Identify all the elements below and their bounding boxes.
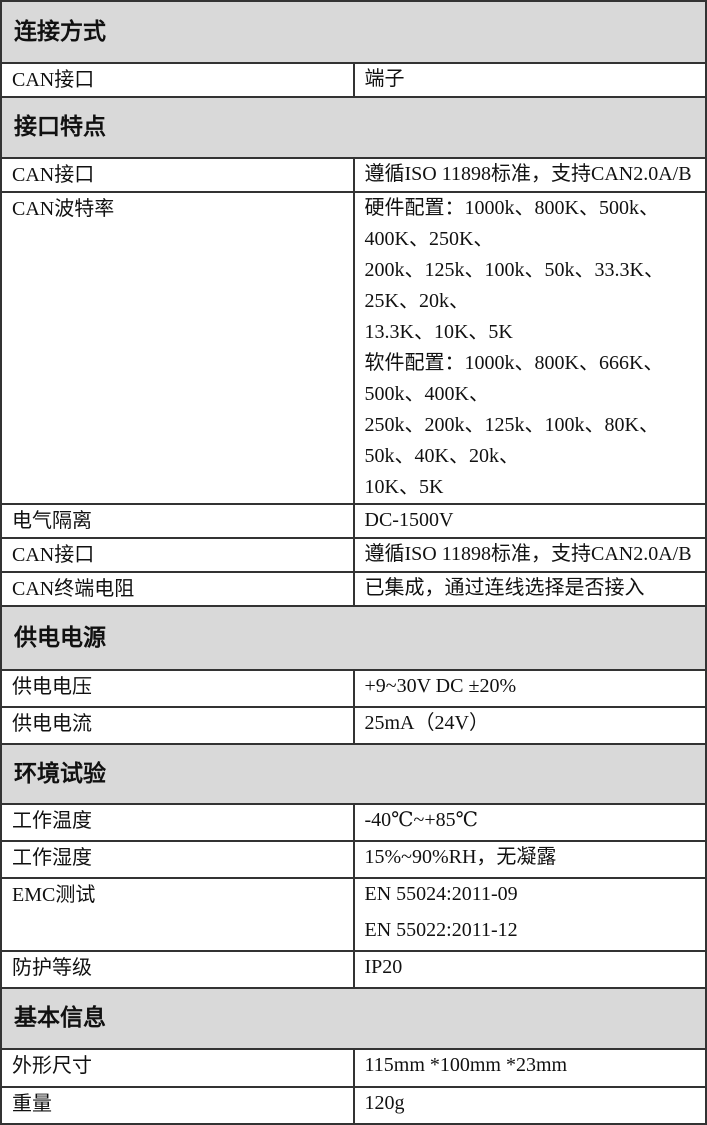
row-label: CAN接口: [0, 537, 355, 573]
table-row: CAN接口 遵循ISO 11898标准，支持CAN2.0A/B: [0, 157, 707, 193]
table-row: 电气隔离 DC-1500V: [0, 503, 707, 539]
row-label: CAN接口: [0, 157, 355, 193]
row-label: EMC测试: [0, 877, 355, 952]
value-line: 已集成，通过连线选择是否接入: [364, 577, 645, 599]
value-line: 250k、200k、125k、100k、80K、50k、40K、20k、: [364, 414, 659, 467]
section-title: 供电电源: [0, 605, 707, 671]
row-value: 硬件配置：1000k、800K、500k、400K、250K、 200k、125k…: [352, 191, 707, 505]
section-header: 接口特点: [0, 96, 707, 159]
row-label: 重量: [0, 1086, 355, 1125]
value-line: EN 55024:2011-09: [364, 883, 518, 905]
row-value: EN 55024:2011-09 EN 55022:2011-12: [352, 877, 707, 952]
row-value: 15%~90%RH，无凝露: [352, 840, 707, 879]
row-value: DC-1500V: [352, 503, 707, 539]
row-value: 遵循ISO 11898标准，支持CAN2.0A/B: [352, 537, 707, 573]
section-header: 基本信息: [0, 987, 707, 1050]
row-label: 供电电压: [0, 669, 355, 708]
value-line: 200k、125k、100k、50k、33.3K、25K、20k、: [364, 259, 664, 312]
row-value: 已集成，通过连线选择是否接入: [352, 571, 707, 607]
row-value: 115mm *100mm *23mm: [352, 1048, 707, 1088]
value-line: 10K、5K: [364, 476, 444, 498]
row-value: 端子: [352, 62, 707, 98]
value-line: 120g: [364, 1092, 405, 1114]
table-row: 防护等级 IP20: [0, 950, 707, 989]
table-row: 工作湿度 15%~90%RH，无凝露: [0, 840, 707, 879]
section-title: 连接方式: [0, 0, 707, 64]
row-value: 25mA（24V）: [352, 706, 707, 745]
value-line: DC-1500V: [364, 509, 454, 531]
row-label: 外形尺寸: [0, 1048, 355, 1088]
row-label: 防护等级: [0, 950, 355, 989]
table-row: 供电电压 +9~30V DC ±20%: [0, 669, 707, 708]
table-row: CAN接口 遵循ISO 11898标准，支持CAN2.0A/B: [0, 537, 707, 573]
row-label: CAN接口: [0, 62, 355, 98]
value-line: +9~30V DC ±20%: [364, 675, 517, 697]
value-line: 25mA（24V）: [364, 712, 489, 734]
value-line: 软件配置：1000k、800K、666K、500k、400K、: [364, 352, 664, 405]
table-row: 外形尺寸 115mm *100mm *23mm: [0, 1048, 707, 1088]
value-line: 13.3K、10K、5K: [364, 321, 513, 343]
row-label: 工作湿度: [0, 840, 355, 879]
value-line: -40℃~+85℃: [364, 809, 479, 831]
table-row: CAN接口 端子: [0, 62, 707, 98]
value-line: IP20: [364, 956, 403, 978]
value-line: 115mm *100mm *23mm: [364, 1054, 568, 1076]
section-header: 连接方式: [0, 0, 707, 64]
table-row: EMC测试 EN 55024:2011-09 EN 55022:2011-12: [0, 877, 707, 952]
table-row: CAN波特率 硬件配置：1000k、800K、500k、400K、250K、 200…: [0, 191, 707, 505]
table-row: CAN终端电阻 已集成，通过连线选择是否接入: [0, 571, 707, 607]
value-line: 硬件配置：1000k、800K、500k、400K、250K、: [364, 197, 659, 250]
table-row: 供电电流 25mA（24V）: [0, 706, 707, 745]
row-value: IP20: [352, 950, 707, 989]
row-value: 120g: [352, 1086, 707, 1125]
section-title: 基本信息: [0, 987, 707, 1050]
section-title: 环境试验: [0, 743, 707, 805]
row-value: 遵循ISO 11898标准，支持CAN2.0A/B: [352, 157, 707, 193]
section-header: 供电电源: [0, 605, 707, 671]
row-label: 电气隔离: [0, 503, 355, 539]
row-value: -40℃~+85℃: [352, 803, 707, 842]
row-label: CAN终端电阻: [0, 571, 355, 607]
row-value: +9~30V DC ±20%: [352, 669, 707, 708]
value-line: EN 55022:2011-12: [364, 919, 518, 941]
table-row: 重量 120g: [0, 1086, 707, 1125]
section-header: 环境试验: [0, 743, 707, 805]
value-line: 15%~90%RH，无凝露: [364, 846, 557, 868]
value-line: 遵循ISO 11898标准，支持CAN2.0A/B: [364, 543, 692, 565]
row-label: 供电电流: [0, 706, 355, 745]
section-title: 接口特点: [0, 96, 707, 159]
row-label: CAN波特率: [0, 191, 355, 505]
table-row: 工作温度 -40℃~+85℃: [0, 803, 707, 842]
row-label: 工作温度: [0, 803, 355, 842]
value-line: 遵循ISO 11898标准，支持CAN2.0A/B: [364, 163, 692, 185]
value-line: 端子: [364, 68, 405, 90]
